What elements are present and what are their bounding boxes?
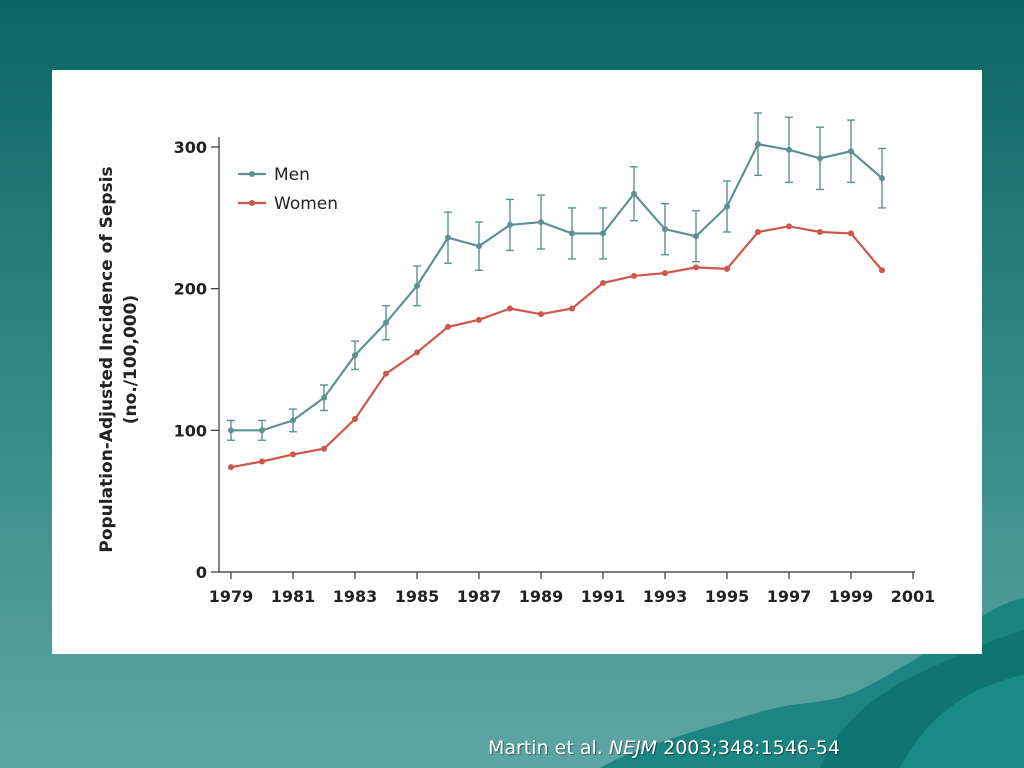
men-data-point [817,155,823,162]
men-data-point [569,230,575,237]
legend-marker-men [249,171,255,177]
women-data-point [600,280,606,286]
x-tick-label: 1999 [829,587,874,606]
x-tick-label: 1987 [457,587,502,606]
men-data-point [259,427,265,434]
women-data-point [259,458,265,465]
x-tick-label: 1979 [209,587,254,606]
men-data-point [507,221,513,228]
men-data-point [352,352,358,359]
men-data-point [879,175,885,182]
men-data-point [755,141,761,148]
women-data-point [352,416,358,422]
women-data-point [817,229,823,235]
women-data-point [786,223,792,230]
men-data-point [662,226,668,233]
y-tick-label: 0 [196,563,207,582]
men-data-point [631,190,637,197]
x-tick-label: 1991 [581,587,626,606]
women-data-point [569,305,575,312]
men-data-point [786,146,792,153]
men-data-point [290,417,296,424]
men-data-point [693,233,699,240]
women-data-point [321,445,327,452]
men-data-point [848,148,854,155]
women-data-point [538,311,544,318]
legend-label-women: Women [274,194,338,214]
women-data-point [445,323,451,330]
men-series-line [231,142,883,432]
women-data-point [383,370,389,377]
y-tick-label: 100 [174,421,207,440]
y-tick-label: 300 [174,138,207,157]
chart-panel: 0 100 200 300 1979 1981 1983 1985 1987 1989 1991 19… [52,70,982,654]
men-data-point [538,219,544,226]
women-data-point [507,305,513,312]
women-data-point [755,229,761,235]
men-data-point [321,394,327,401]
women-data-point [290,451,296,458]
citation: Martin et al. NEJM 2003;348:1546-54 [488,737,840,759]
x-tick-label: 1993 [643,587,688,606]
women-data-point [631,272,637,279]
x-tick-label: 2001 [891,587,936,606]
men-data-point [724,203,730,210]
men-data-point [476,243,482,250]
men-data-point [228,427,234,434]
citation-details: 2003;348:1546-54 [663,737,840,759]
legend-label-men: Men [274,165,310,185]
legend-marker-women [249,200,255,206]
y-tick-label: 200 [174,280,207,299]
women-data-point [693,264,699,271]
y-axis-label: Population-Adjusted Incidence of Sepsis [97,166,117,552]
y-axis-label: (no./100,000) [121,295,141,424]
x-tick-label: 1997 [767,587,812,606]
citation-journal: NEJM [608,737,658,759]
women-data-point [848,230,854,237]
x-tick-label: 1985 [395,587,440,606]
women-data-point [414,349,420,356]
men-data-point [445,234,451,241]
sepsis-incidence-chart: 0 100 200 300 1979 1981 1983 1985 1987 1989 1991 19… [97,112,936,606]
women-data-point [724,265,730,272]
men-data-point [414,282,420,289]
x-tick-label: 1981 [271,587,316,606]
women-data-point [228,464,234,471]
x-tick-label: 1983 [333,587,378,606]
x-tick-label: 1995 [705,587,750,606]
women-data-point [476,316,482,323]
x-tick-label: 1989 [519,587,564,606]
women-data-point [662,270,668,277]
women-series-line [230,225,883,469]
citation-authors: Martin et al. [488,737,603,759]
men-data-point [383,319,389,326]
women-data-point [879,267,885,274]
men-data-point [600,230,606,237]
